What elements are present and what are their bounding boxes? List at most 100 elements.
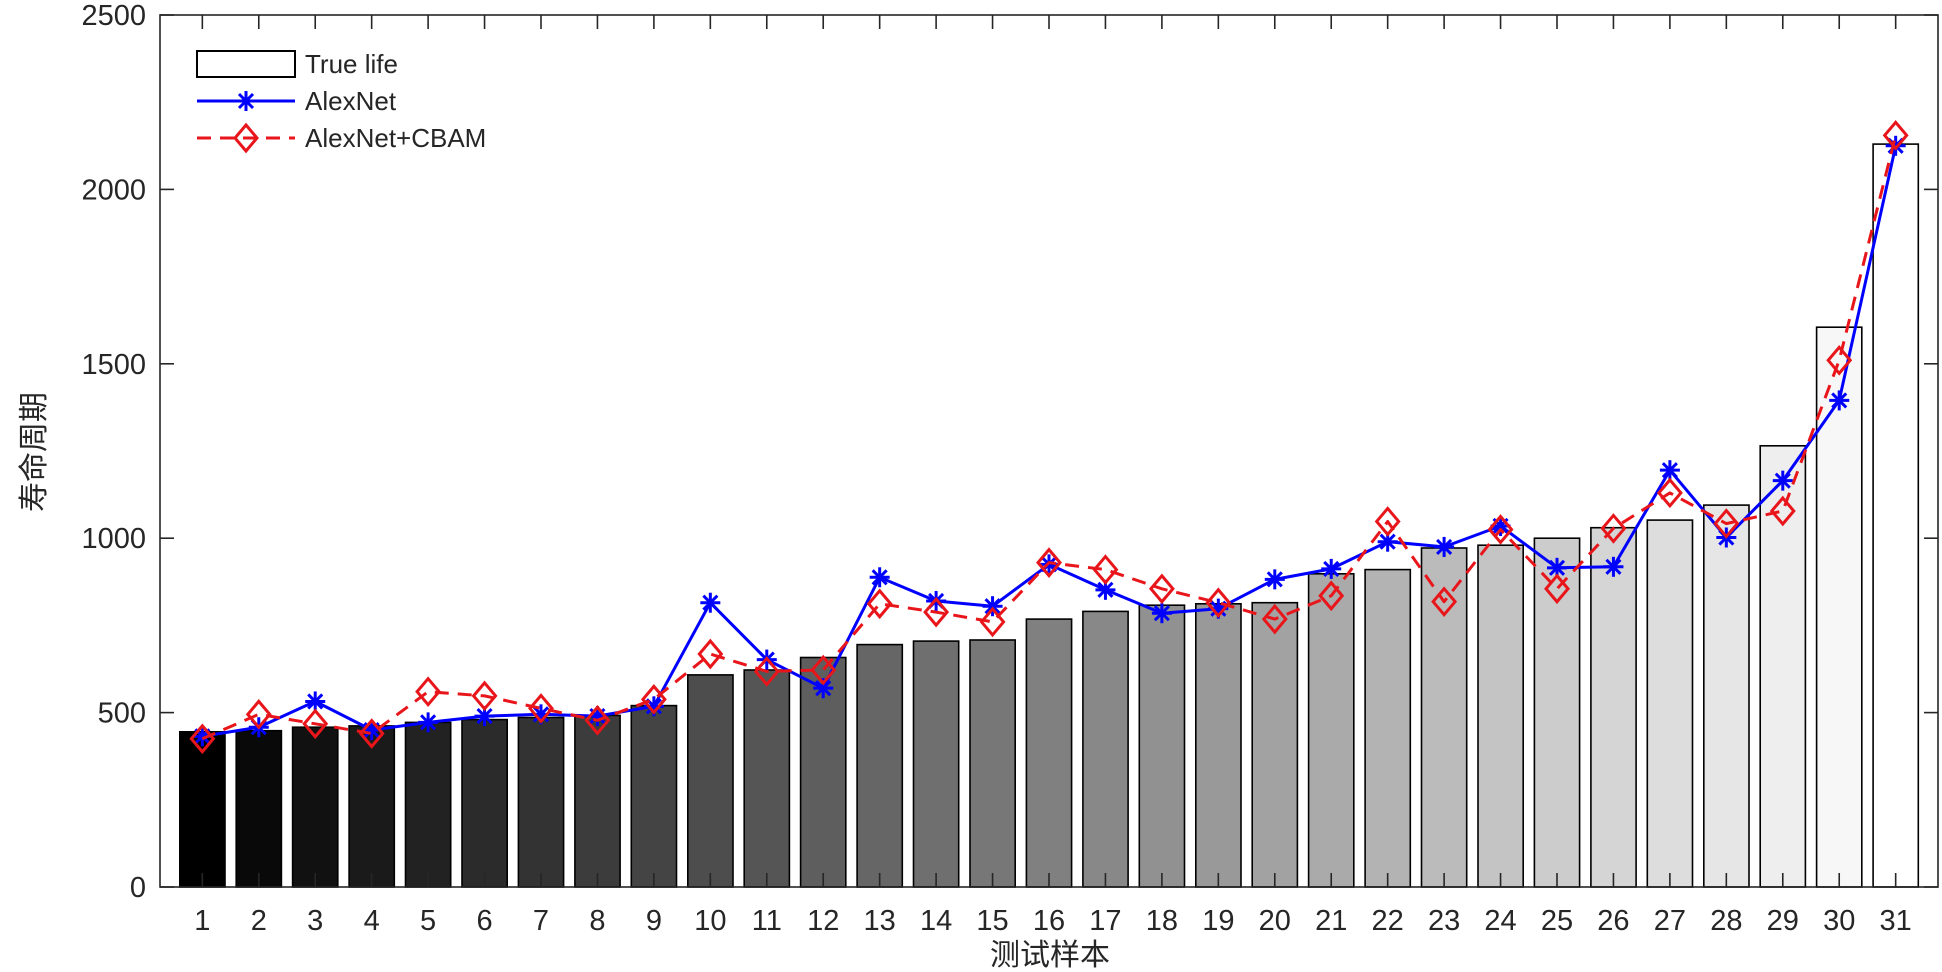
bar <box>1195 602 1242 888</box>
y-tick-label: 0 <box>130 872 146 904</box>
bar <box>686 674 734 888</box>
bar <box>1815 326 1863 888</box>
bar <box>743 669 791 888</box>
point-diamond <box>923 596 950 628</box>
bar <box>179 730 226 888</box>
x-tick-label: 4 <box>364 905 380 937</box>
x-tick-label: 6 <box>476 905 492 937</box>
x-tick-label: 21 <box>1315 905 1347 937</box>
point-diamond <box>810 654 837 686</box>
x-tick-label: 20 <box>1259 905 1291 937</box>
bar <box>1420 547 1468 888</box>
point-diamond <box>471 680 498 712</box>
point-diamond <box>640 684 667 715</box>
bar <box>1138 604 1186 888</box>
point-diamond <box>1148 573 1175 605</box>
bar <box>969 639 1017 888</box>
point-diamond <box>1318 580 1345 612</box>
bar <box>1082 610 1129 888</box>
point-asterisk <box>1151 603 1172 624</box>
bar <box>1703 504 1750 888</box>
x-tick-label: 14 <box>920 905 952 937</box>
point-asterisk <box>1321 558 1342 579</box>
bar <box>856 643 904 888</box>
point-diamond <box>528 693 554 724</box>
point-diamond <box>1882 120 1909 151</box>
bar <box>1872 143 1920 888</box>
point-asterisk <box>1434 536 1455 557</box>
y-tick-label: 2500 <box>81 0 146 32</box>
x-tick-label: 2 <box>251 905 267 937</box>
legend-swatch-true-life <box>196 50 296 78</box>
point-diamond <box>1713 508 1740 539</box>
point-diamond <box>233 122 259 154</box>
series-alexnet-cbam <box>189 120 1909 755</box>
bar <box>461 718 509 888</box>
point-asterisk <box>813 678 834 699</box>
bar <box>517 716 565 888</box>
point-diamond <box>1205 587 1232 619</box>
legend-marker-alexnet-cbam <box>233 122 259 154</box>
point-asterisk <box>1772 470 1793 491</box>
y-tick-label: 1000 <box>81 523 146 555</box>
x-tick-label: 8 <box>589 905 605 937</box>
y-tick-label: 2000 <box>81 174 146 206</box>
x-tick-label: 29 <box>1767 905 1799 937</box>
bar <box>1590 526 1637 888</box>
point-diamond <box>1769 495 1796 527</box>
legend: True life AlexNet AlexNet+CBAM <box>196 49 486 154</box>
x-tick-label: 10 <box>694 905 726 937</box>
point-diamond <box>1544 573 1570 605</box>
point-diamond <box>245 699 272 730</box>
point-diamond <box>358 718 385 749</box>
bar <box>404 721 452 888</box>
bar <box>1025 618 1073 888</box>
x-tick-label: 26 <box>1597 905 1629 937</box>
point-diamond <box>1656 477 1683 509</box>
point-diamond <box>1036 547 1062 578</box>
point-asterisk <box>236 91 256 111</box>
point-diamond <box>979 606 1006 638</box>
point-asterisk <box>869 567 890 588</box>
legend-label-alexnet-cbam: AlexNet+CBAM <box>305 123 486 153</box>
x-tick-label: 3 <box>307 905 323 937</box>
bar <box>348 725 396 888</box>
point-diamond <box>1374 506 1401 537</box>
x-tick-label: 22 <box>1372 905 1404 937</box>
x-tick-label: 27 <box>1654 905 1686 937</box>
legend-label-alexnet: AlexNet <box>305 86 397 116</box>
bar <box>1364 568 1412 888</box>
point-diamond <box>189 723 216 755</box>
point-diamond <box>584 704 611 736</box>
bar <box>630 704 678 888</box>
legend-marker-alexnet <box>236 91 256 111</box>
x-tick-label: 12 <box>807 905 839 937</box>
series-line <box>201 134 1898 741</box>
x-tick-label: 25 <box>1541 905 1573 937</box>
point-diamond <box>1600 513 1627 544</box>
bar <box>291 726 339 888</box>
bar <box>1307 572 1355 888</box>
point-diamond <box>415 676 442 707</box>
point-diamond <box>1487 514 1514 545</box>
point-asterisk <box>982 596 1003 617</box>
bar <box>574 714 621 888</box>
point-diamond <box>1261 603 1288 635</box>
y-tick-label: 1500 <box>81 349 146 381</box>
x-tick-label: 30 <box>1823 905 1855 937</box>
point-diamond <box>1431 586 1458 618</box>
x-tick-label: 11 <box>752 905 782 937</box>
point-asterisk <box>1264 569 1285 590</box>
point-diamond <box>697 638 724 670</box>
x-tick-label: 13 <box>864 905 896 937</box>
x-tick-label: 16 <box>1033 905 1065 937</box>
point-diamond <box>302 708 329 740</box>
x-tick-label: 1 <box>194 905 210 937</box>
point-asterisk <box>700 592 721 613</box>
x-tick-label: 28 <box>1710 905 1742 937</box>
x-tick-label: 9 <box>646 905 662 937</box>
x-tick-label: 17 <box>1089 905 1121 937</box>
point-diamond <box>753 656 780 687</box>
x-tick-label: 15 <box>976 905 1008 937</box>
